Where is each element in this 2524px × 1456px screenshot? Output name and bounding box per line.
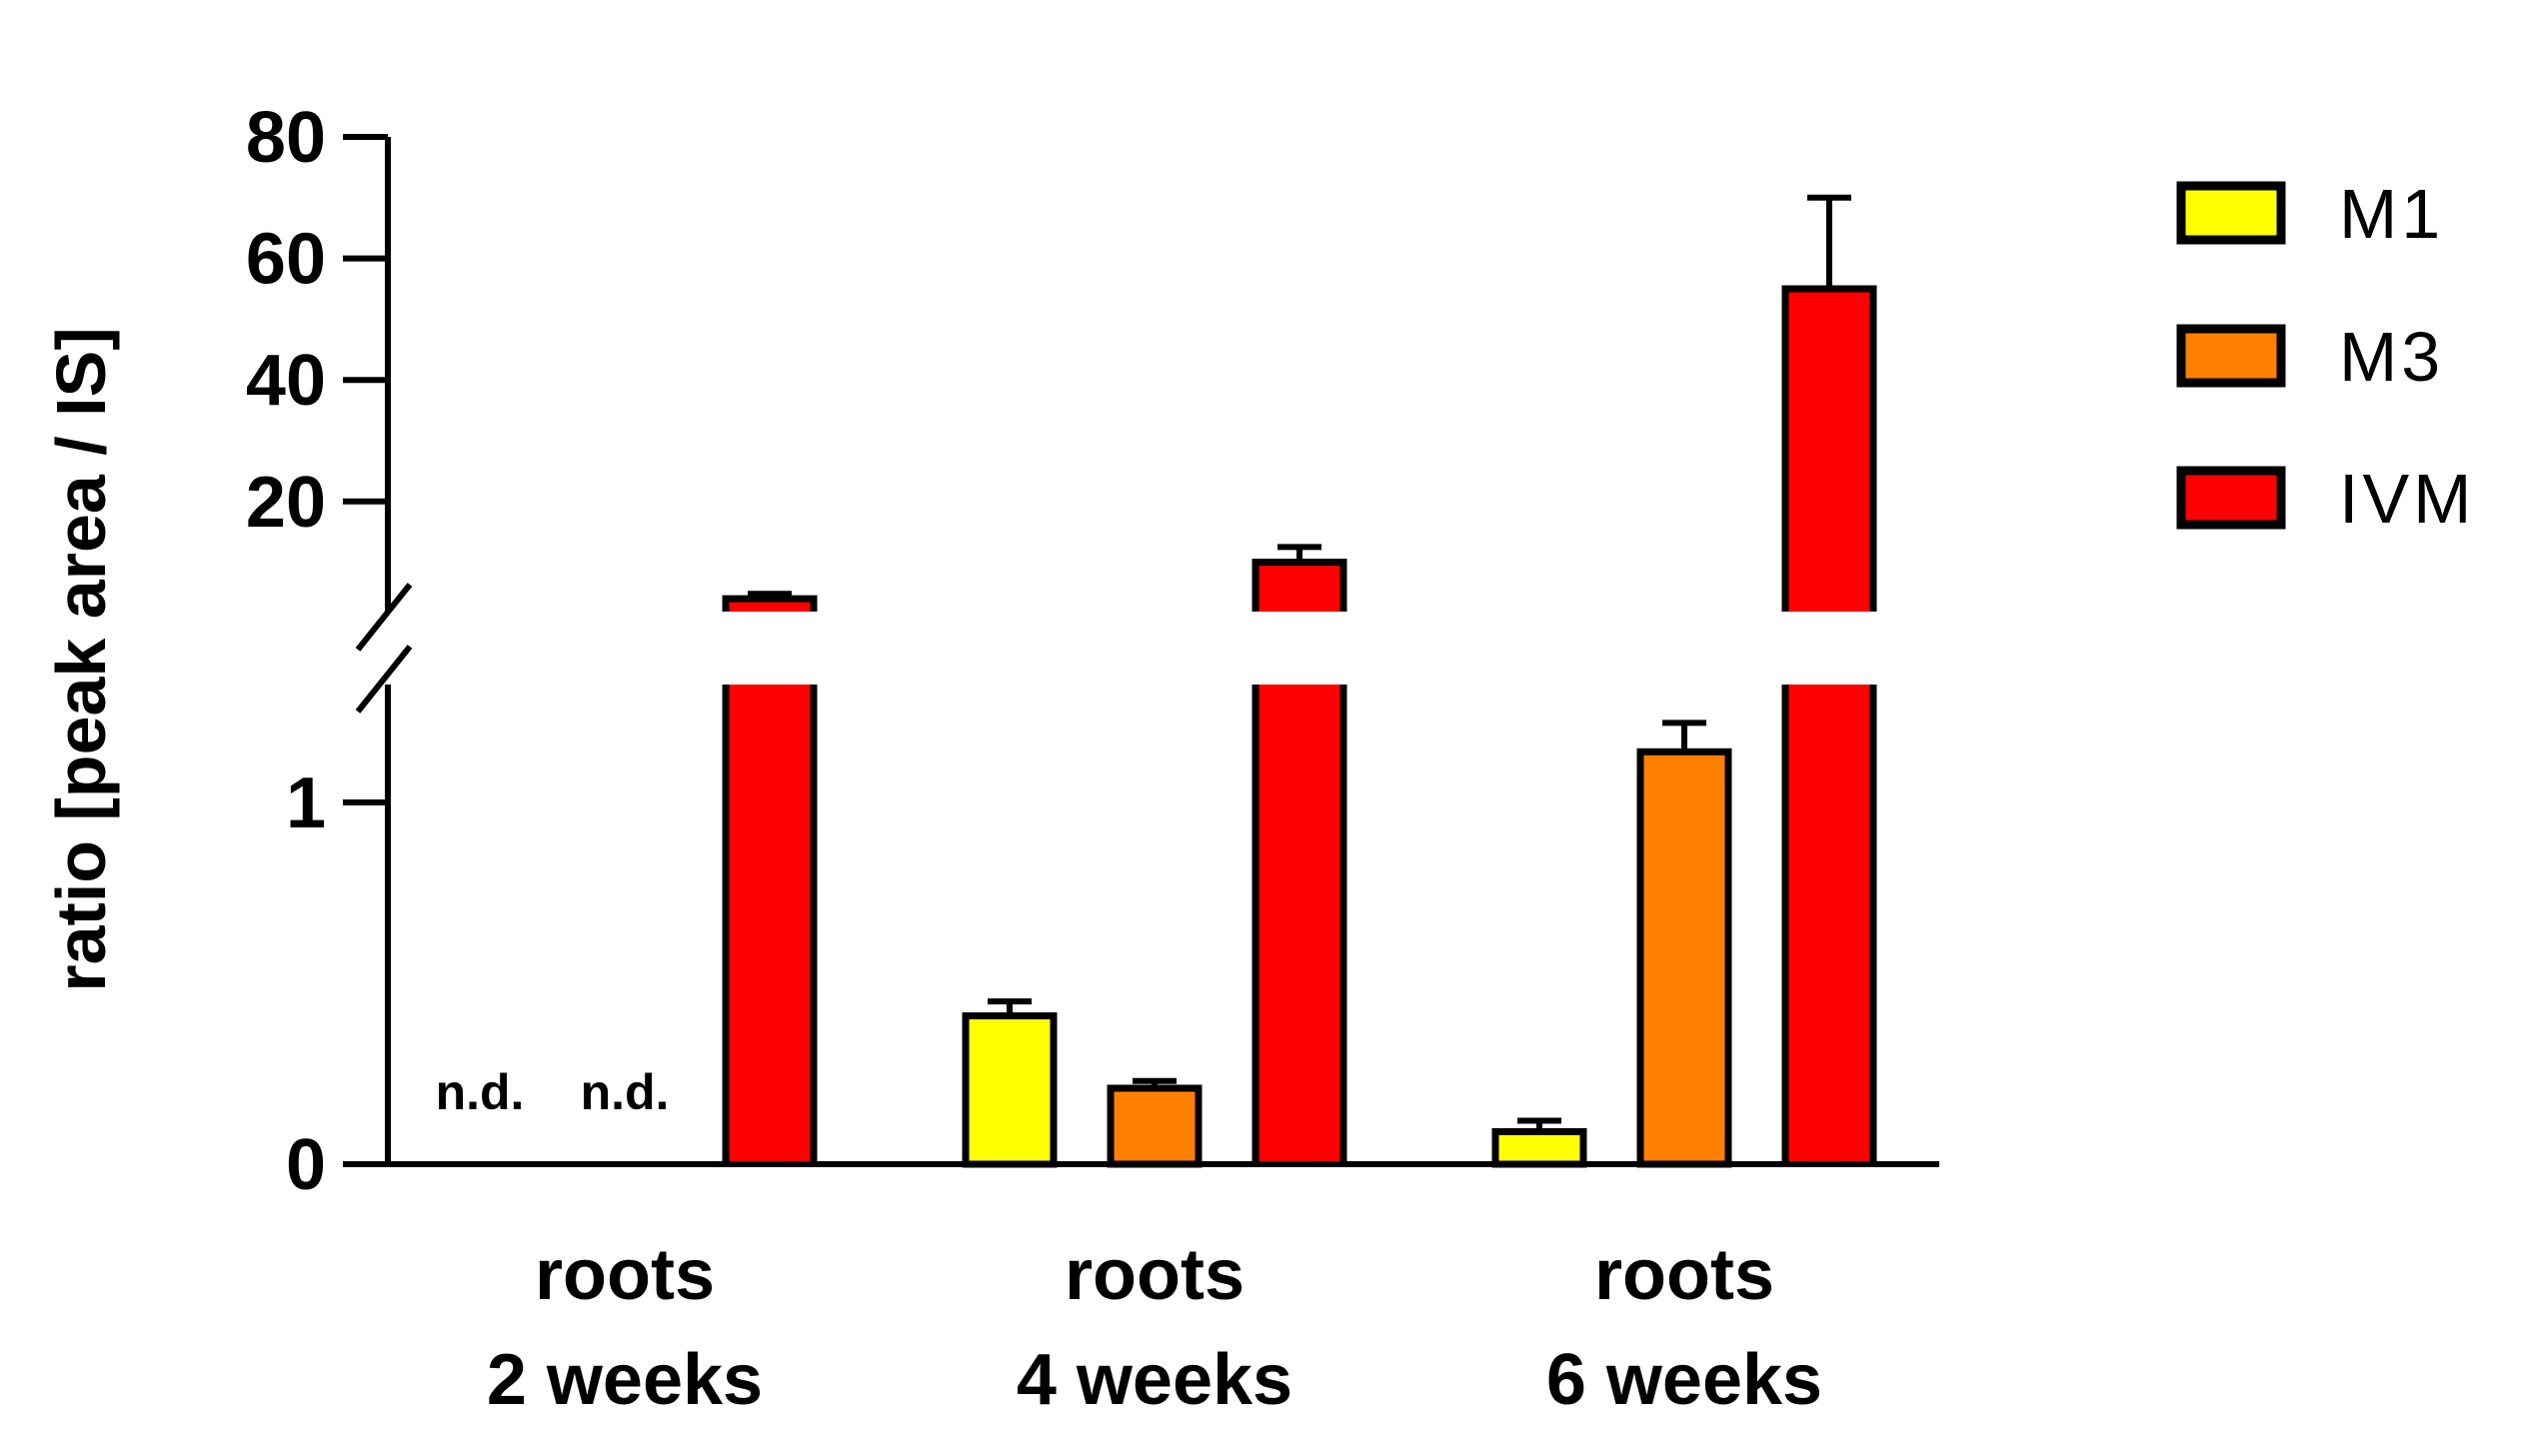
y-tick-label: 0: [286, 1125, 326, 1205]
nd-label: n.d.: [436, 1064, 525, 1120]
x-category-label: 6 weeks: [1546, 1340, 1822, 1420]
bars-layer: [722, 194, 1877, 1168]
bar-ivm-upper: [1256, 562, 1343, 612]
legend-swatch-m3: [2176, 324, 2286, 388]
bar-m3: [1636, 747, 1732, 1168]
legend-label-m3: M3: [2339, 318, 2444, 396]
bar-m3: [1107, 1084, 1203, 1168]
legend-swatch-m1: [2176, 181, 2286, 245]
bar-ivm-upper: [1785, 289, 1873, 612]
axis-break-mark: [355, 645, 413, 714]
label-layer: ratio [peak area / IS] 0 1 20 40 60 80 n.d. n.d…: [42, 98, 1822, 1420]
x-category-label: 2 weeks: [487, 1340, 763, 1420]
bar-m1: [1491, 1127, 1587, 1168]
x-category-label: roots: [535, 1235, 715, 1315]
axis-layer: [343, 134, 1939, 1167]
axis-break-mark: [355, 583, 413, 652]
y-tick-label: 1: [286, 763, 326, 843]
bar-ivm: [726, 685, 814, 1164]
bar-ivm: [1785, 685, 1873, 1164]
x-category-label: 4 weeks: [1017, 1340, 1292, 1420]
legend-swatch-ivm: [2176, 466, 2286, 530]
bar-m1: [962, 1012, 1058, 1168]
y-tick-label: 40: [246, 341, 326, 421]
y-axis-title: ratio [peak area / IS]: [42, 327, 120, 991]
y-tick-label: 60: [246, 220, 326, 300]
x-category-label: roots: [1594, 1235, 1774, 1315]
y-tick-label: 80: [246, 98, 326, 178]
legend-label-ivm: IVM: [2339, 460, 2475, 538]
bar-ivm: [1256, 685, 1343, 1164]
legend-label-m1: M1: [2339, 175, 2444, 253]
x-category-label: roots: [1065, 1235, 1245, 1315]
legend: M1 M3 IVM: [2176, 175, 2475, 538]
y-tick-label: 20: [246, 463, 326, 543]
nd-label: n.d.: [581, 1064, 670, 1120]
